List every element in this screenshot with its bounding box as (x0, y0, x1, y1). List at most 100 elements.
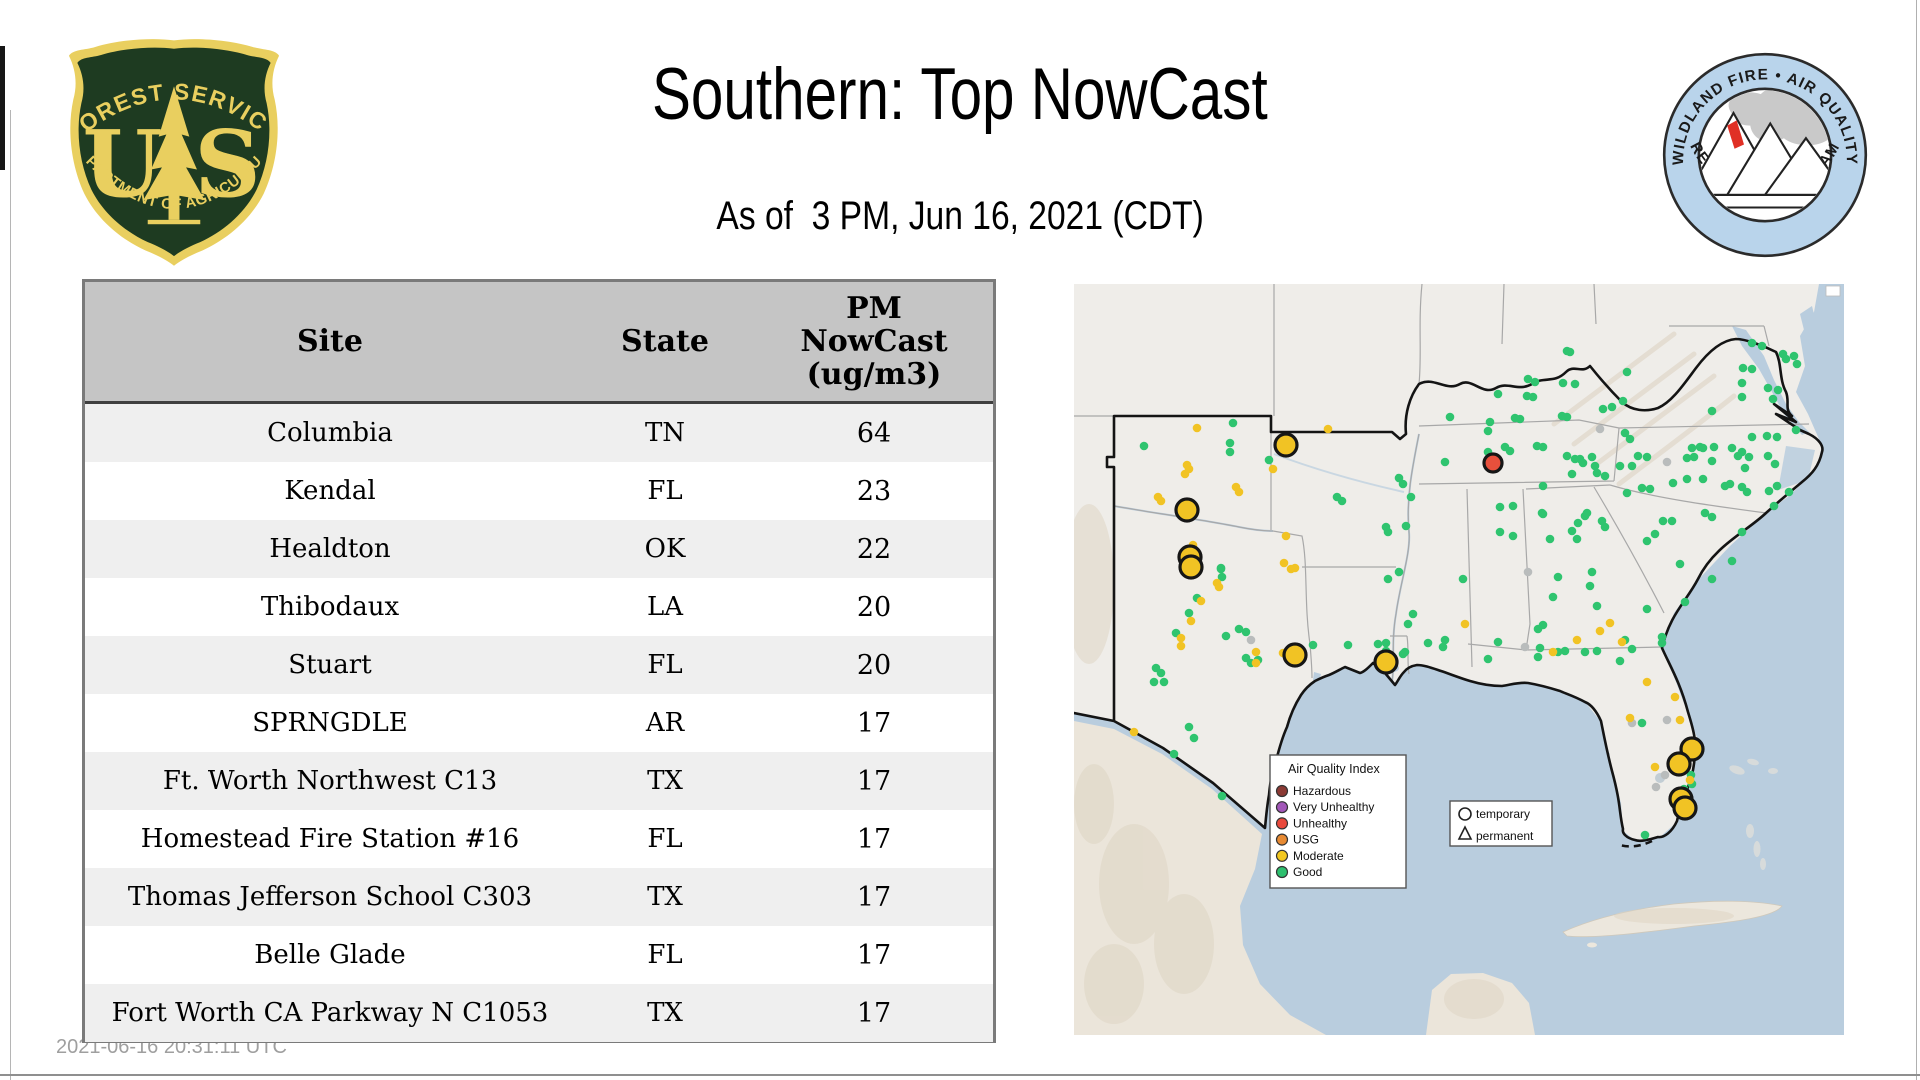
monitor-dot-good (1615, 461, 1625, 471)
monitor-dot-good (1535, 643, 1545, 653)
wfaqrp-logo: WILDLAND FIRE • AIR QUALITY RESPONSE PRO… (1662, 52, 1868, 258)
monitor-dot-good (1343, 640, 1353, 650)
monitor-dot-moderate (1176, 633, 1186, 643)
monitor-dot-good (1792, 359, 1802, 369)
monitor-dot-good (1618, 396, 1628, 406)
monitor-dot-good (1578, 458, 1588, 468)
legend-dot-hazardous (1275, 784, 1289, 798)
table-row: Fort Worth CA Parkway N C1053 TX 17 (85, 984, 993, 1042)
frame-line-right (1916, 0, 1917, 1080)
monitor-dot-good (1217, 791, 1227, 801)
cell-site: Healdton (269, 534, 391, 564)
cell-value: 22 (856, 533, 892, 565)
monitor-dot-good (1383, 574, 1393, 584)
monitor-dot-good (1149, 677, 1159, 687)
monitor-dot-good (1637, 483, 1647, 493)
cell-site: Ft. Worth Northwest C13 (162, 766, 498, 796)
monitor-dot-good (1689, 452, 1699, 462)
monitor-dot-good (1747, 364, 1757, 374)
monitor-dot-good (1744, 452, 1754, 462)
frame-line-left (10, 110, 11, 1080)
monitor-dot-moderate (1214, 582, 1224, 592)
monitor-dot-good (1625, 434, 1635, 444)
state-borders (1074, 284, 1810, 683)
monitor-dot-nodata (1595, 424, 1605, 434)
cell-site: SPRNGDLE (252, 708, 408, 738)
monitor-dot-moderate (1279, 558, 1289, 568)
temporary-monitor-moderate (1373, 649, 1399, 675)
monitor-dot-good (1403, 619, 1413, 629)
monitor-dot-good (1727, 443, 1737, 453)
monitor-dot-moderate (1675, 715, 1685, 725)
temporary-monitor-moderate (1282, 642, 1308, 668)
cell-site: Stuart (288, 650, 372, 680)
monitor-dot-moderate (1192, 423, 1202, 433)
monitor-dot-good (1381, 638, 1391, 648)
monitor-dot-good (1216, 563, 1226, 573)
cell-state: FL (647, 940, 683, 970)
table-row: Kendal FL 23 (85, 462, 993, 520)
bahamas-banks (1729, 758, 1778, 870)
monitor-dot-good (1682, 453, 1692, 463)
temporary-monitor-moderate (1174, 497, 1200, 523)
aqi-legend: Air Quality Index Hazardous Very Unhealth… (1269, 754, 1407, 889)
monitor-dot-good (1657, 632, 1667, 642)
monitor-dot-good (1538, 481, 1548, 491)
monitor-dot-good (1657, 638, 1667, 648)
monitor-dot-good (1770, 459, 1780, 469)
monitor-dot-good (1562, 346, 1572, 356)
monitor-dot-good (1763, 451, 1773, 461)
monitor-dot-good (1493, 389, 1503, 399)
monitor-dot-moderate (1605, 618, 1615, 628)
monitor-dot-good (1668, 478, 1678, 488)
temporary-label: temporary (1476, 807, 1530, 821)
monitor-dot-good (1485, 417, 1495, 427)
monitor-dot-good (1675, 559, 1685, 569)
monitor-dot-good (1757, 341, 1767, 351)
cell-state: TN (644, 418, 686, 448)
monitor-dot-moderate (1323, 424, 1333, 434)
monitor-dot-good (1687, 443, 1697, 453)
monitor-dot-good (1740, 463, 1750, 473)
monitor-dot-good (1440, 457, 1450, 467)
monitor-dot-good (1508, 531, 1518, 541)
monitor-dot-good (1627, 461, 1637, 471)
monitor-dot-good (1592, 646, 1602, 656)
monitor-dot-good (1562, 451, 1572, 461)
us-land (1074, 284, 1822, 841)
monitor-dot-moderate (1286, 564, 1296, 574)
table-row: Columbia TN 64 (85, 404, 993, 462)
cell-value: 17 (856, 939, 892, 971)
monitor-dot-good (1558, 378, 1568, 388)
monitor-dot-good (1791, 425, 1801, 435)
monitor-dot-good (1560, 646, 1570, 656)
monitor-dot-good (1742, 487, 1752, 497)
temporary-monitor-moderate (1672, 795, 1698, 821)
markers-good (1139, 338, 1802, 840)
map-attribution-chip (1825, 285, 1841, 297)
monitor-dot-moderate (1251, 658, 1261, 668)
monitor-dot-good (1585, 581, 1595, 591)
monitor-dot-good (1580, 647, 1590, 657)
monitor-dot-good (1592, 468, 1602, 478)
monitor-dot-moderate (1186, 616, 1196, 626)
monitor-dot-good (1737, 527, 1747, 537)
monitor-dot-good (1642, 536, 1652, 546)
table-header-row: Site State PM NowCast (ug/m3) (85, 282, 993, 404)
monitor-dot-nodata (1662, 457, 1672, 467)
monitor-dot-moderate (1234, 487, 1244, 497)
monitor-dot-good (1582, 508, 1592, 518)
usfs-letter-s: S (194, 110, 260, 218)
table-row: Stuart FL 20 (85, 636, 993, 694)
legend-label: Unhealthy (1293, 816, 1347, 830)
usfs-letter-u: U (82, 110, 162, 218)
tree-ground-line (147, 219, 201, 225)
monitor-dot-moderate (1595, 626, 1605, 636)
western-relief (1074, 504, 1734, 1024)
monitor-dot-moderate (1268, 464, 1278, 474)
monitor-dot-good (1394, 473, 1404, 483)
table-body: Columbia TN 64 Kendal FL 23 Healdton OK 22 Thibod… (85, 404, 993, 1042)
monitor-dot-good (1615, 656, 1625, 666)
monitor-dot-good (1642, 604, 1652, 614)
monitor-dot-good (1553, 572, 1563, 582)
